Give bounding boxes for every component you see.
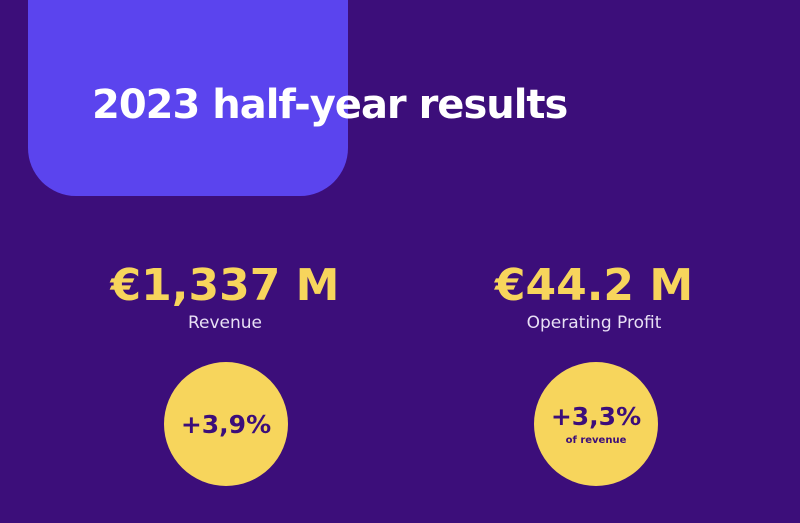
badge: +3,9% (180, 409, 272, 439)
metric: €44.2 M Operating Profit (444, 260, 744, 333)
metric-value: €44.2 M (494, 260, 694, 311)
header-shape (28, 0, 348, 196)
metric: €1,337 M Revenue (75, 260, 375, 333)
metric-value: €1,337 M (110, 260, 340, 311)
title: 2023 half-year results (92, 82, 568, 128)
metric-label: Operating Profit (526, 313, 662, 333)
badge-circle: +3,9% (164, 362, 288, 486)
badge: +3,3% (550, 402, 642, 431)
badge-note: of revenue (565, 435, 627, 446)
badge-circle: +3,3% of revenue (534, 362, 658, 486)
metric-label: Revenue (187, 313, 263, 333)
